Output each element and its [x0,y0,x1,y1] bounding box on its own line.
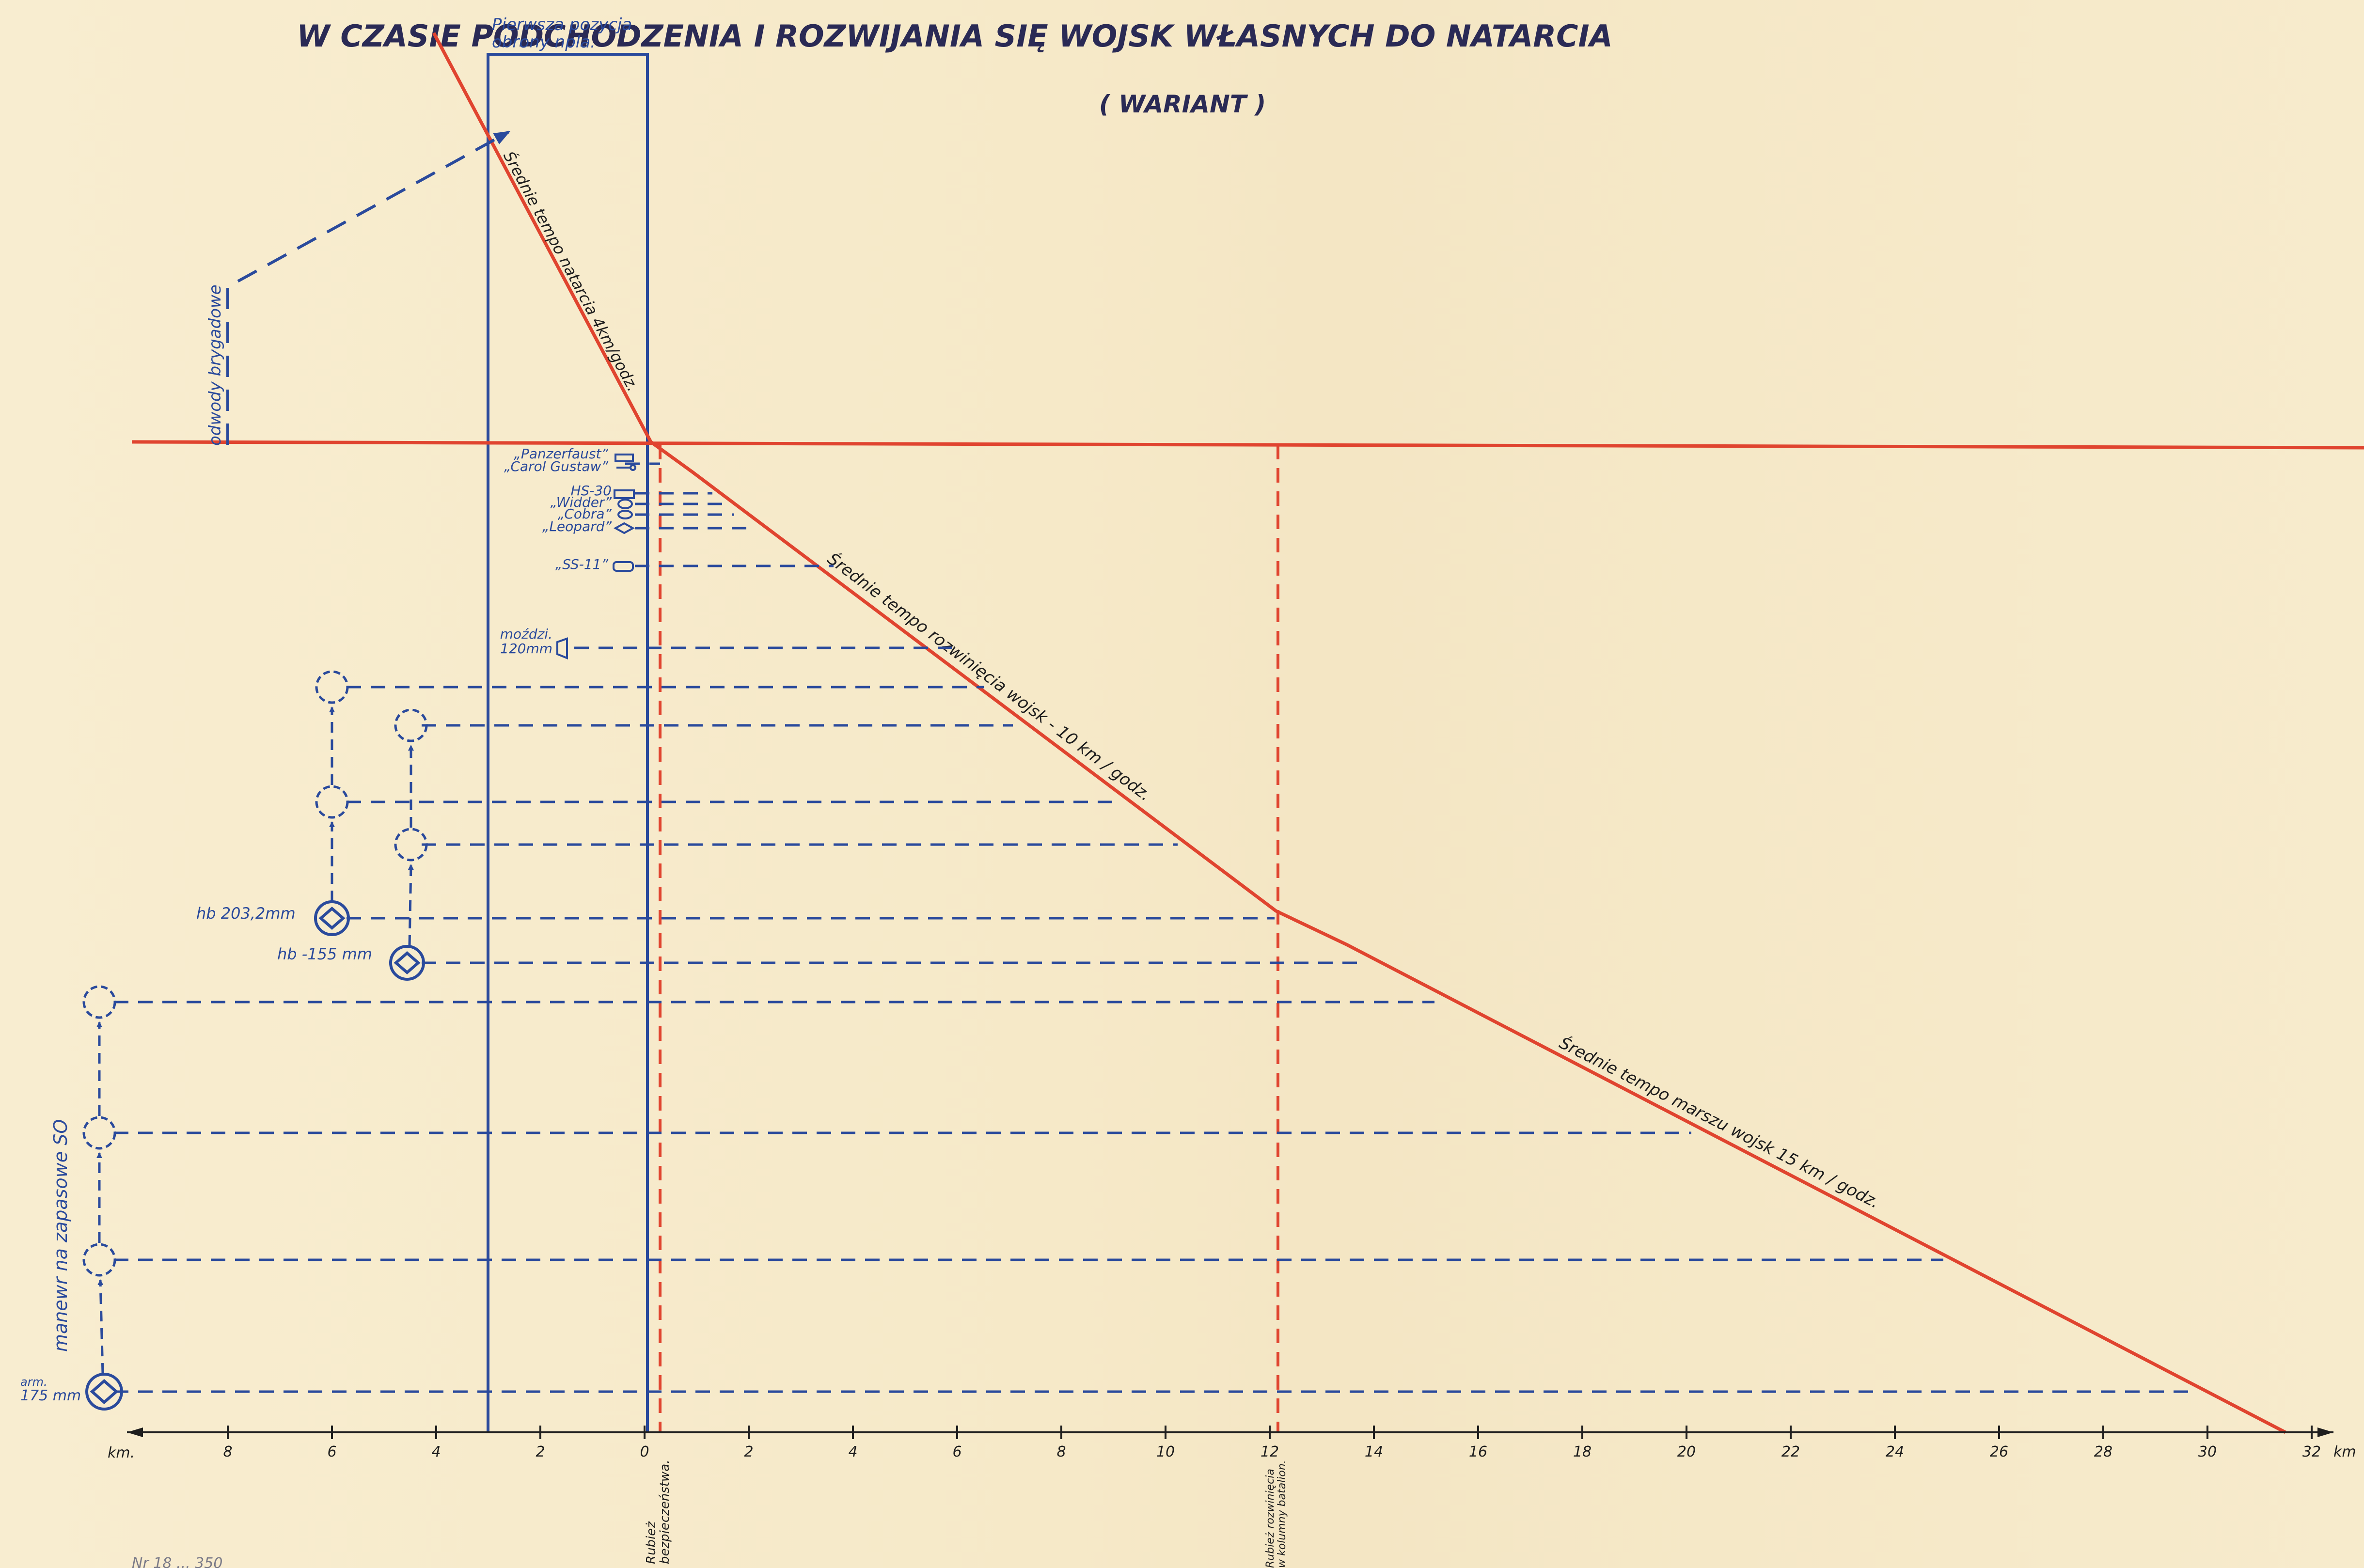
axis-tick-label: 6 [327,1443,336,1460]
brigade-reserve-path [226,130,511,445]
axis-tick-label: 18 [1573,1443,1592,1460]
axis-tick-label: 24 [1886,1443,1904,1460]
axis-tick-label: 8 [223,1443,232,1460]
weapon-hs30: HS-30 [570,483,612,499]
rate-attack-label: Średnie tempo natarcia 4km/godz. [500,148,643,394]
axis-tick-label: 2 [536,1443,545,1460]
title-line-1: W CZASIE PODCHODZENIA I ROZWIJANIA SIĘ W… [297,18,1612,54]
axis-ticks [227,1426,2313,1439]
axis-tick-label: 8 [1056,1443,1066,1460]
artillery-solid-positions [85,900,425,1411]
weapon-widder: „Widder” [550,494,612,510]
weapon-gun175-2: 175 mm [20,1387,81,1404]
axis-tick-label: 4 [431,1443,441,1460]
axis-tick-label: 22 [1781,1443,1800,1460]
axis-tick-label: 6 [952,1443,961,1460]
axis-tick-label: 16 [1469,1443,1487,1460]
weapon-ss11: „SS-11” [555,556,609,572]
axis-tick-label: 10 [1156,1443,1175,1460]
axis-tick-label: 30 [2198,1443,2217,1460]
weapon-carl-gustaw: „Carol Gustaw” [504,458,609,474]
axis-tick-label: 20 [1677,1443,1696,1460]
weapon-mortar-1: moździ. [500,626,552,642]
axis-right-arrow [2317,1427,2333,1437]
first-position-label-1: Pierwsza pozycja [492,15,632,34]
weapon-hb203: hb 203,2mm [196,904,296,923]
axis-tick-label: 32 [2302,1443,2321,1460]
rate-line [432,32,2286,1434]
range-lines [114,462,2195,1393]
brigade-reserves-label: odwody brygadowe [205,284,225,446]
axis-tick-label: 12 [1261,1443,1279,1460]
maneuver-label: manewr na zapasowe SO [50,1119,71,1352]
horizontal-red-line [131,440,2364,450]
axis-left-arrow [127,1427,143,1437]
axis-unit-left: km. [108,1444,135,1461]
rate-march-label: Średnie tempo marszu wojsk 15 km / godz. [1556,1033,1883,1212]
axis-tick-label: 0 [640,1443,649,1460]
weapon-cobra: „Cobra” [558,506,612,522]
axis-tick-label: 14 [1365,1443,1383,1460]
weapon-gun175-1: arm. [20,1375,47,1389]
artillery-dashed-positions [82,670,428,1277]
weapon-symbols [556,454,636,659]
first-position-frame [487,53,649,1432]
weapon-leopard: „Leopard” [542,518,612,534]
security-line-label-2: bezpieczeństwa. [658,1460,672,1565]
first-position-label-2: obrony npla. [492,32,596,52]
weapon-panzerfaust: „Panzerfaust” [514,446,608,462]
security-line-label-1: Rubież [644,1521,659,1564]
footer-note: Nr 18 ... 350 [132,1555,222,1568]
rate-deploy-label: Średnie tempo rozwinięcia wojsk - 10 km … [824,549,1155,805]
axis-tick-labels: 8 6 4 2 0 2 4 6 8 10 12 14 16 18 20 22 24 26 28 30 32 [223,1443,2321,1460]
weapon-mortar-2: 120mm [500,641,552,657]
axis-tick-label: 28 [2094,1443,2112,1460]
axis-tick-label: 26 [1990,1443,2008,1460]
deploy-line-label-1: Rubież rozwinięcia [1264,1469,1277,1568]
deploy-line-label-2: w kolumny batalion. [1276,1460,1288,1568]
artillery-movement-arrows [96,706,414,1374]
axis-tick-label: 4 [848,1443,857,1460]
title-line-2: ( WARIANT ) [1099,90,1266,118]
axis-unit-right: km [2333,1443,2356,1460]
axis-tick-label: 2 [744,1443,753,1460]
weapon-hb155: hb -155 mm [277,945,372,963]
